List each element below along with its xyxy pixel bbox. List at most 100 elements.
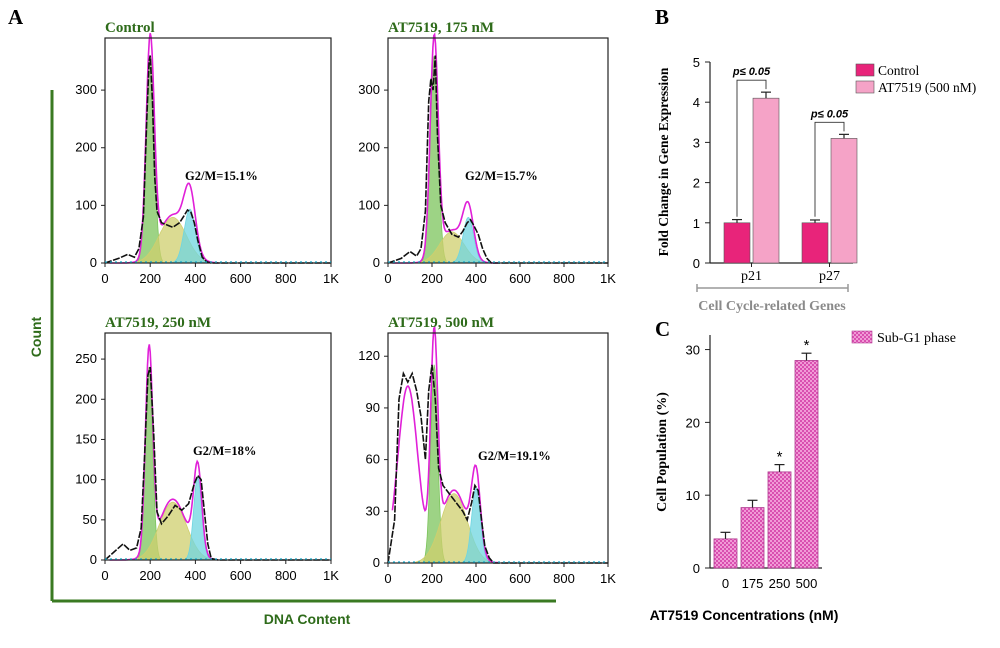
y-tick-label: 150 xyxy=(75,431,97,446)
panel-label-a: A xyxy=(8,5,24,29)
x-axis-label: AT7519 Concentrations (nM) xyxy=(650,607,839,623)
group-bracket xyxy=(696,284,849,292)
y-tick-label: 0 xyxy=(90,552,97,567)
bar-sub-g1-0 xyxy=(713,538,738,569)
legend-swatch-treated xyxy=(855,80,875,94)
histogram-trace xyxy=(104,55,331,264)
x-tick-label-500: 500 xyxy=(796,576,818,591)
x-tick-label: 200 xyxy=(139,568,161,583)
legend-label-sub-g1: Sub-G1 phase xyxy=(877,331,956,346)
histogram-title: AT7519, 500 nM xyxy=(388,315,494,331)
y-tick-label: 0 xyxy=(693,256,700,271)
x-tick-label-p21: p21 xyxy=(741,269,762,284)
x-tick-label: 400 xyxy=(465,571,487,586)
bar-sub-g1-250 xyxy=(767,471,792,569)
g2m-phase-fill xyxy=(452,216,485,264)
x-tick-label: 800 xyxy=(275,568,297,583)
y-tick-label: 300 xyxy=(358,82,380,97)
g2m-phase-fill xyxy=(462,486,490,564)
significance-bracket xyxy=(814,121,845,217)
histogram-trace xyxy=(104,366,331,561)
y-tick-label: 100 xyxy=(75,197,97,212)
y-tick-label: 60 xyxy=(366,452,380,467)
histogram-title: AT7519, 175 nM xyxy=(388,20,494,36)
y-tick-label: 200 xyxy=(358,140,380,155)
bar-p27-control xyxy=(801,222,829,264)
x-tick-label: 800 xyxy=(553,571,575,586)
x-tick-label: 0 xyxy=(101,568,108,583)
panel-label-c: C xyxy=(655,317,670,341)
x-tick-label: 0 xyxy=(384,571,391,586)
legend-label-treated: AT7519 (500 nM) xyxy=(878,80,976,95)
y-tick-label: 30 xyxy=(366,503,380,518)
legend-swatch-control xyxy=(855,63,875,77)
y-tick-label: 0 xyxy=(373,255,380,270)
x-tick-label: 0 xyxy=(101,271,108,286)
g2m-phase-fill xyxy=(185,477,211,561)
histogram-panel-1: 0 200 400 600 800 1K 0 100 200 300 Control G2/M=15.… xyxy=(75,20,339,286)
y-tick-label: 0 xyxy=(693,561,700,576)
plot-frame xyxy=(387,37,609,264)
plot-frame xyxy=(104,37,332,264)
x-tick-label: 1K xyxy=(323,568,339,583)
x-tick-label: 200 xyxy=(421,271,443,286)
x-tick-label: 1K xyxy=(323,271,339,286)
bar-p21-control xyxy=(723,222,751,264)
y-tick-label: 3 xyxy=(693,135,700,150)
panel-label-b: B xyxy=(655,5,669,29)
x-tick-label: 0 xyxy=(384,271,391,286)
histogram-panel-2: 0 200 400 600 800 1K 0 100 200 300 AT7519, 175 nM G… xyxy=(358,20,616,286)
y-tick-label: 250 xyxy=(75,351,97,366)
y-tick-label: 0 xyxy=(373,555,380,570)
legend-swatch-sub-g1 xyxy=(851,330,873,344)
x-tick-label-0: 0 xyxy=(722,576,729,591)
x-tick-label: 600 xyxy=(230,568,252,583)
y-tick-label: 5 xyxy=(693,55,700,70)
histogram-panels: 0 200 400 600 800 1K0100200300ControlG2/M=15.… xyxy=(75,20,616,586)
g2m-annotation: G2/M=18% xyxy=(193,444,256,458)
histogram-panel-3: 0 200 400 600 800 1K 0 50 100 150 200 250 AT7519, 25… xyxy=(75,315,339,583)
legend-label-control: Control xyxy=(878,63,920,78)
panel-c-sub-g1-chart: 0 10 20 30 Cell Population (%) 0 175 250 * 500 * AT… xyxy=(650,330,956,623)
bar-sub-g1-175 xyxy=(740,507,765,569)
significance-star: * xyxy=(777,449,783,466)
y-tick-label: 4 xyxy=(693,95,700,110)
g2m-annotation: G2/M=15.1% xyxy=(185,169,258,183)
y-tick-label: 50 xyxy=(83,512,97,527)
x-tick-label-p27: p27 xyxy=(819,269,840,284)
y-tick-label: 300 xyxy=(75,82,97,97)
y-axis-label: Cell Population (%) xyxy=(655,392,670,512)
model-envelope-curve xyxy=(391,324,499,564)
x-tick-label-250: 250 xyxy=(769,576,791,591)
y-tick-label: 120 xyxy=(358,348,380,363)
x-tick-label: 400 xyxy=(185,271,207,286)
y-tick-label: 10 xyxy=(686,488,700,503)
histogram-trace xyxy=(387,55,608,264)
model-envelope-curve xyxy=(392,32,498,264)
bar-sub-g1-500 xyxy=(794,360,819,569)
y-tick-label: 1 xyxy=(693,216,700,231)
y-tick-label: 90 xyxy=(366,400,380,415)
x-tick-label: 600 xyxy=(509,271,531,286)
x-tick-label: 800 xyxy=(275,271,297,286)
x-tick-label: 200 xyxy=(421,571,443,586)
shared-x-label: DNA Content xyxy=(264,611,351,627)
bar-p27-treated xyxy=(830,138,858,264)
x-tick-label: 600 xyxy=(509,571,531,586)
group-label: Cell Cycle-related Genes xyxy=(698,299,846,314)
x-tick-label: 400 xyxy=(185,568,207,583)
y-tick-label: 100 xyxy=(75,472,97,487)
histogram-panel-4: 0 200 400 600 800 1K 0 30 60 90 120 AT7519, 500 nM G… xyxy=(358,315,616,586)
significance-label: p≤ 0.05 xyxy=(732,66,771,78)
significance-star: * xyxy=(804,337,810,354)
plot-frame xyxy=(104,332,332,561)
y-tick-label: 200 xyxy=(75,391,97,406)
y-tick-label: 100 xyxy=(358,197,380,212)
x-tick-label-175: 175 xyxy=(742,576,764,591)
significance-label: p≤ 0.05 xyxy=(810,108,849,120)
g2m-annotation: G2/M=19.1% xyxy=(478,449,551,463)
x-tick-label: 600 xyxy=(230,271,252,286)
bar-p21-treated xyxy=(752,97,780,264)
plot-frame xyxy=(387,332,609,564)
